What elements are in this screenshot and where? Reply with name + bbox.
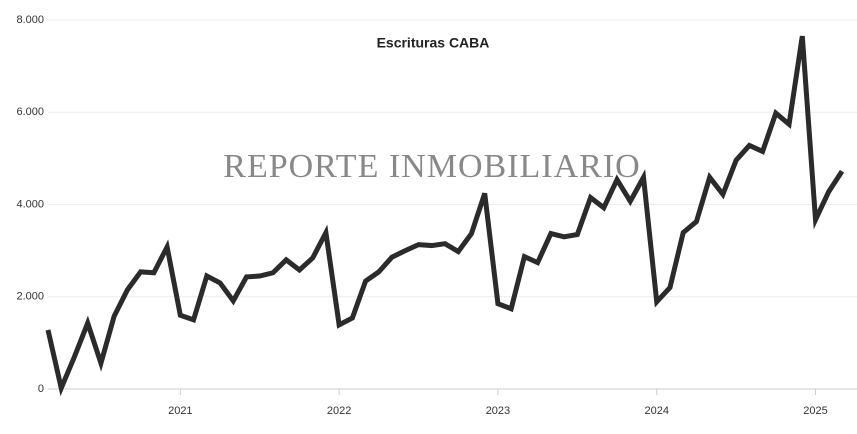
y-tick-label: 0 — [38, 383, 44, 395]
watermark: REPORTE INMOBILIARIO — [223, 148, 640, 185]
x-tick-label: 2021 — [168, 405, 192, 417]
y-tick-label: 8.000 — [16, 14, 44, 26]
x-tick-label: 2023 — [486, 405, 510, 417]
y-tick-label: 6.000 — [16, 106, 44, 118]
data-line — [45, 35, 845, 397]
x-tick-label: 2024 — [644, 405, 668, 417]
y-tick-label: 4.000 — [16, 198, 44, 210]
y-tick-label: 2.000 — [16, 291, 44, 303]
chart-title: Escrituras CABA — [377, 35, 490, 51]
x-tick-label: 2025 — [803, 405, 827, 417]
x-tick-label: 2022 — [327, 405, 351, 417]
